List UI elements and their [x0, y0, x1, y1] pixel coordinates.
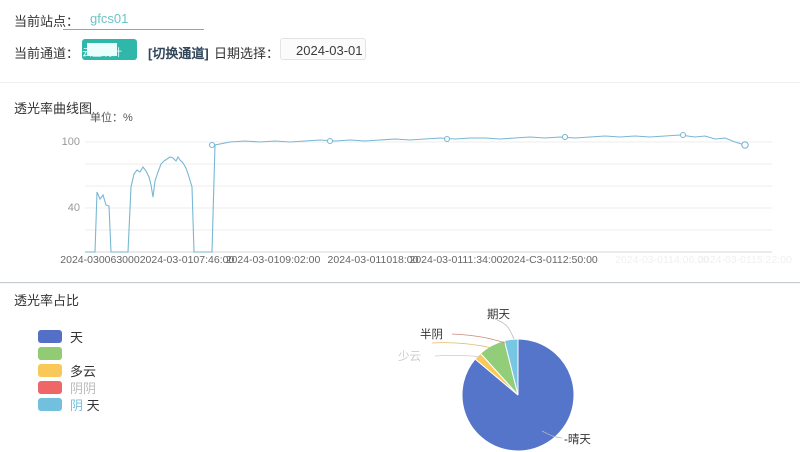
svg-text:2024-03-0109:02:00: 2024-03-0109:02:00	[226, 254, 321, 266]
svg-text:40: 40	[68, 202, 80, 214]
svg-text:100: 100	[62, 136, 80, 148]
svg-text:少云: 少云	[398, 350, 421, 363]
svg-text:2024-030063000: 2024-030063000	[60, 254, 140, 266]
svg-text:期天: 期天	[487, 308, 510, 321]
svg-text:-晴天: -晴天	[564, 433, 591, 446]
svg-text:2024-03-011018:00: 2024-03-011018:00	[328, 254, 419, 266]
svg-text:2024-03-0114:06:00: 2024-03-0114:06:00	[615, 254, 709, 266]
svg-text:2024-03-0111:34:00: 2024-03-0111:34:00	[409, 254, 502, 266]
svg-text:2024-03-0115:22:00: 2024-03-0115:22:00	[698, 254, 792, 266]
svg-text:2024-C3-0112:50:00: 2024-C3-0112:50:00	[502, 254, 598, 266]
svg-text:2024-03-0107:46:00: 2024-03-0107:46:00	[140, 254, 235, 266]
svg-text:半阴: 半阴	[420, 327, 443, 341]
